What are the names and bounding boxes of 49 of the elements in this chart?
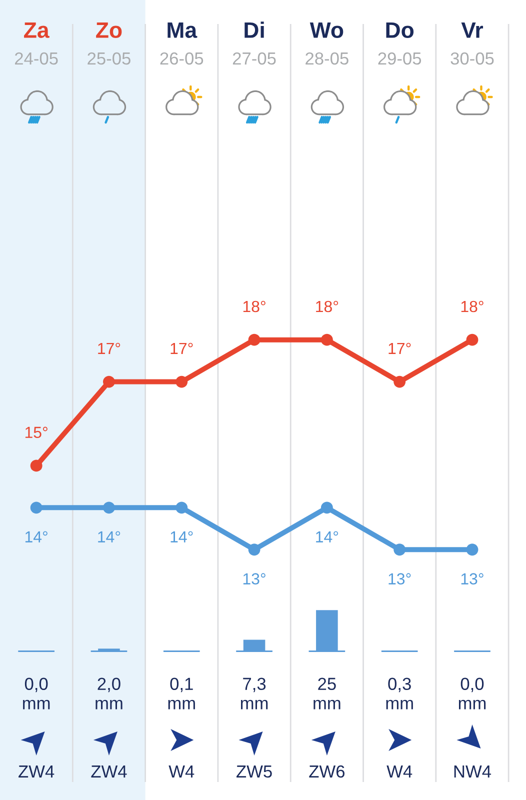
text: ZW4 [91,766,127,778]
data-label: 25 mm [314,678,340,710]
data-label: 18° [316,300,338,312]
data-label: 14° [316,531,338,542]
data-label: 14° [98,531,120,542]
point [248,334,260,346]
x-tick-label: Ma 26-05 [160,22,204,65]
text: ZW4 [18,766,54,778]
data-label: 0,1 mm [168,678,195,710]
x-tick-label: Di 27-05 [232,22,276,65]
point [466,544,478,556]
point [176,502,188,514]
data-label: 18° [461,300,484,312]
point [466,334,478,346]
point [394,376,406,388]
point [103,376,115,388]
data-label: 14° [25,531,48,542]
point [30,460,42,472]
point [320,502,333,514]
text: NW4 [454,766,492,778]
text: W4 [168,766,194,778]
data-label: 17° [170,342,193,354]
data-label: 14° [170,531,193,542]
data-label: 0,0 mm [458,678,486,710]
x-tick-label: Do 29-05 [378,22,422,65]
data-label: 13° [388,573,411,584]
x-tick-label: Wo 28-05 [306,22,348,65]
data-label: 17° [388,342,411,354]
x-tick-label: Vr 30-05 [450,22,494,65]
point [176,376,188,388]
data-label: 15° [25,426,48,438]
data-label: 17° [98,342,120,354]
data-label: 13° [243,573,266,584]
point [103,502,115,514]
point [320,334,333,346]
text: ZW5 [236,766,272,778]
point [248,544,260,556]
text: ZW6 [309,765,344,778]
point [394,544,406,556]
data-label: 0,3 mm [386,678,413,710]
x-tick-label: Za 24-05 [15,22,58,65]
data-label: 13° [461,573,484,584]
data-label: 0,0 mm [23,678,50,710]
data-label: 2,0 mm [96,678,122,710]
point [30,502,42,514]
data-label: 7,3 mm [240,678,268,710]
data-label: 18° [243,300,266,312]
x-tick-label: Zo 25-05 [88,22,130,65]
text: W4 [386,766,412,778]
